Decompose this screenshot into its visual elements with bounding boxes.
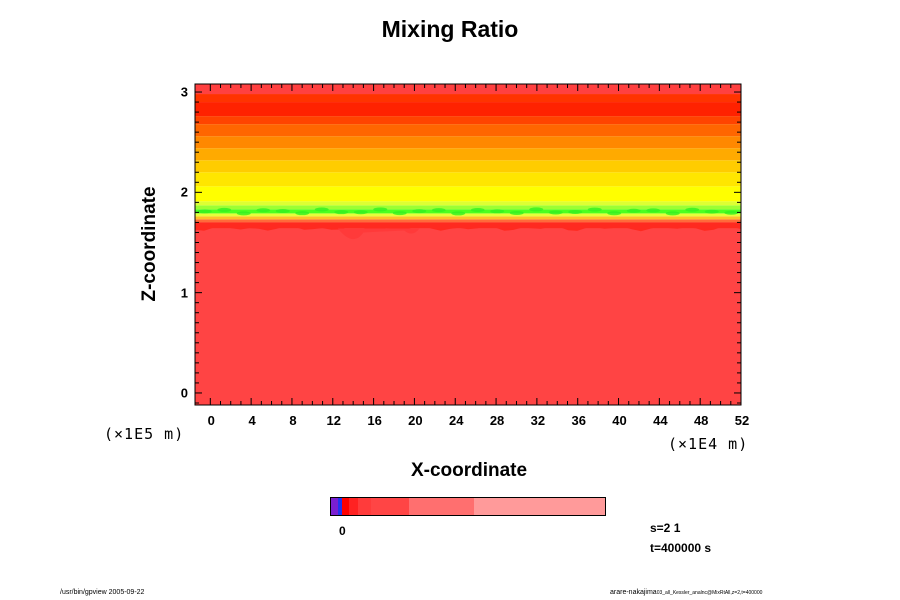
green-wisp-13 [451,211,466,216]
colorbar-label: 0 [339,524,346,538]
x-tick-label: 24 [449,413,464,428]
boundary-bump [337,228,420,240]
green-wisp-19 [568,209,583,214]
heatmap-band-2 [195,219,741,223]
colorbar-segment-3 [348,498,358,515]
heatmap-band-12 [195,136,741,149]
footer-left: /usr/bin/gpview 2005-09-22 [60,589,145,596]
colorbar-segment-1 [337,498,343,515]
green-wisp-1 [217,207,232,212]
green-wisp-11 [412,209,427,214]
x-axis-unit: (×1E4 m) [668,435,749,453]
green-wisp-7 [334,210,349,215]
green-wisp-27 [724,210,739,215]
green-wisp-0 [197,209,212,214]
heatmap-band-16 [195,94,741,103]
heatmap-band-7 [195,201,741,206]
heatmap-band-8 [195,186,741,202]
green-wisp-21 [607,211,622,216]
green-wisp-26 [704,209,719,214]
green-wisp-3 [256,208,271,213]
y-tick-label: 2 [180,184,188,200]
x-tick-label: 52 [734,413,750,428]
y-tick-label: 3 [180,84,188,100]
y-tick-label: 0 [180,385,188,401]
chart-title: Mixing Ratio [381,16,519,42]
green-wisp-15 [490,209,505,214]
y-axis-label: Z-coordinate [139,186,160,302]
green-wisp-12 [431,208,446,213]
green-wisp-10 [392,211,407,216]
green-wisp-23 [646,208,661,213]
heatmap-band-4 [195,213,741,217]
colorbar-segment-4 [357,498,372,515]
heatmap-band-17 [195,84,741,95]
green-wisp-9 [373,207,388,212]
x-tick-label: 0 [207,413,215,428]
green-wisp-24 [665,211,680,216]
colorbar-segment-2 [342,498,349,515]
colorbar-segment-6 [408,498,475,515]
y-axis-unit: (×1E5 m) [104,425,185,443]
colorbar-segment-5 [371,498,409,515]
green-wisp-25 [685,207,700,212]
heatmap-band-14 [195,116,741,125]
x-tick-label: 12 [326,413,341,428]
x-tick-label: 32 [530,413,546,428]
green-wisp-17 [529,207,544,212]
footer-right-main: arare-nakajima [610,589,657,596]
x-tick-label: 40 [612,413,627,428]
footer-right: arare-nakajima03_all_Kessler_analnc@MixR… [610,589,762,596]
green-wisp-6 [314,207,329,212]
x-tick-label: 16 [367,413,382,428]
green-wisp-16 [509,210,524,215]
y-tick-label: 1 [180,285,188,301]
green-wisp-22 [626,208,641,213]
colorbar-segment-7 [474,498,605,515]
heatmap-band-9 [195,172,741,187]
colorbar [330,497,606,516]
heatmap-band-15 [195,102,741,117]
x-tick-label: 4 [248,413,256,428]
green-wisp-20 [587,207,602,212]
green-wisp-5 [295,211,310,216]
x-tick-label: 8 [289,413,297,428]
x-tick-label: 48 [693,413,709,428]
heatmap-band-6 [195,205,741,210]
info-t: t=400000 s [650,541,712,555]
green-wisp-8 [353,210,368,215]
green-wisp-4 [275,208,290,213]
heatmap-band-13 [195,124,741,137]
x-tick-label: 36 [571,413,586,428]
footer-right-small: 03_all_Kessler_analnc@MixRtAll,z=2,t=400… [656,590,763,596]
heatmap-band-5 [195,209,741,214]
colorbar-segment-0 [331,498,338,515]
x-tick-label: 20 [408,413,423,428]
green-wisp-18 [548,210,563,215]
heatmap-band-0 [195,228,741,405]
x-tick-label: 28 [489,413,505,428]
x-axis-label: X-coordinate [410,460,528,481]
info-s: s=2 1 [650,521,681,535]
green-wisp-2 [236,211,251,216]
green-wisp-14 [470,207,485,212]
x-tick-label: 44 [653,413,668,428]
heatmap-band-3 [195,216,741,220]
heatmap-band-10 [195,160,741,173]
plot-frame [194,83,742,406]
boundary-layer [195,222,741,232]
heatmap-band-11 [195,148,741,161]
